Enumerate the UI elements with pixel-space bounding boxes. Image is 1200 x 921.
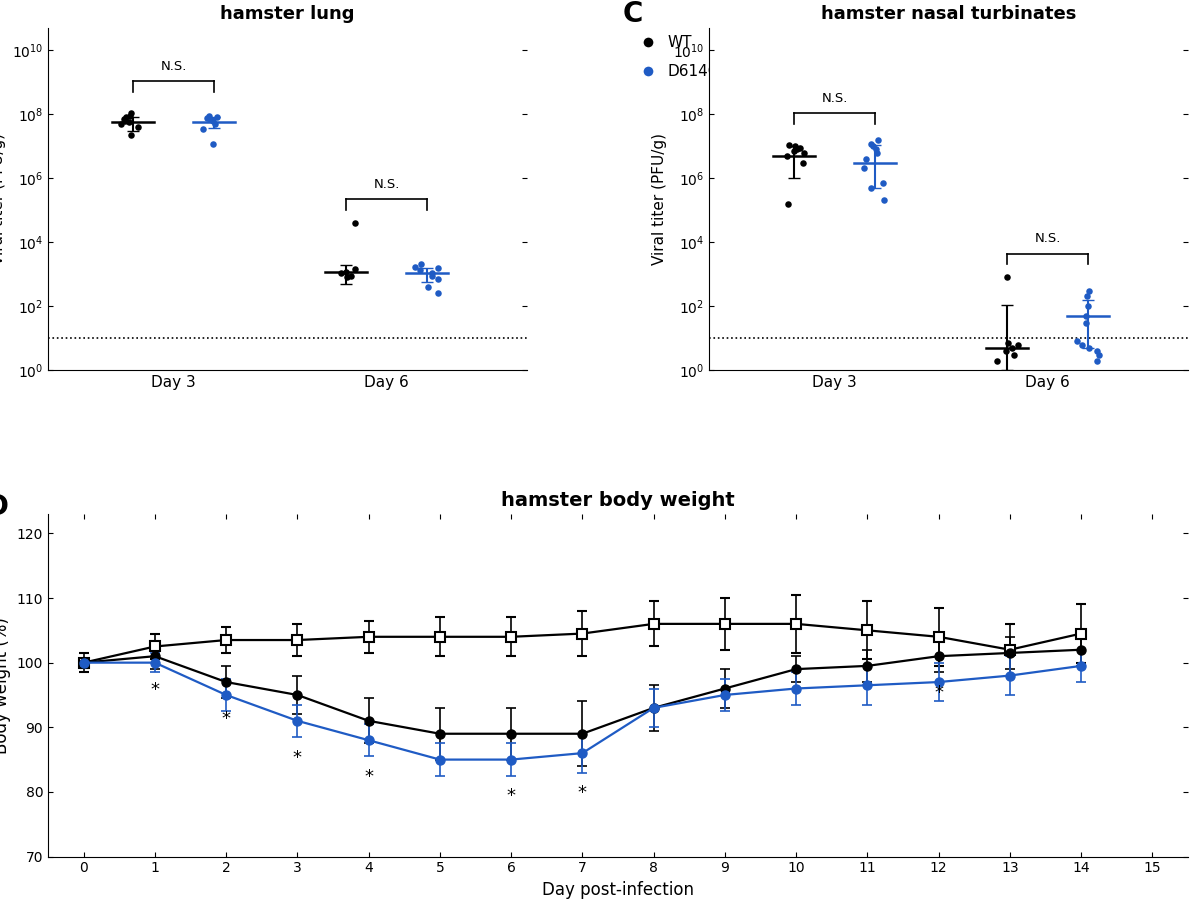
Point <box>791 140 810 155</box>
Point <box>1004 347 1024 362</box>
Point <box>1080 284 1099 298</box>
Point <box>1079 341 1098 356</box>
Point <box>422 265 442 280</box>
Point <box>1076 316 1096 331</box>
Point <box>203 136 222 151</box>
Point <box>1067 334 1086 349</box>
Point <box>1090 347 1109 362</box>
Point <box>428 272 448 286</box>
Point <box>337 264 356 279</box>
Point <box>1078 289 1097 304</box>
Text: *: * <box>934 684 943 702</box>
Point <box>208 110 227 124</box>
Point <box>119 115 138 130</box>
Text: N.S.: N.S. <box>161 60 187 73</box>
Text: D: D <box>0 494 8 521</box>
Text: *: * <box>506 787 516 805</box>
Point <box>778 197 797 212</box>
Point <box>869 133 888 147</box>
Point <box>998 336 1018 351</box>
Point <box>200 111 220 126</box>
Legend: WT, D614G: WT, D614G <box>632 35 720 79</box>
Point <box>1087 353 1106 367</box>
Point <box>1072 338 1091 353</box>
Point <box>121 128 140 143</box>
Point <box>996 344 1015 358</box>
Text: C: C <box>623 0 643 29</box>
Point <box>120 108 139 122</box>
Point <box>857 151 876 166</box>
Point <box>205 116 224 131</box>
Point <box>346 216 365 230</box>
Point <box>331 265 350 280</box>
Point <box>787 142 806 157</box>
Point <box>864 139 883 154</box>
Y-axis label: Body weight (%): Body weight (%) <box>0 617 11 753</box>
Point <box>428 261 448 275</box>
Point <box>203 112 222 127</box>
Point <box>1079 298 1098 313</box>
X-axis label: Day post-infection: Day post-infection <box>542 881 694 899</box>
Title: hamster body weight: hamster body weight <box>502 491 734 509</box>
Point <box>785 139 804 154</box>
Point <box>862 181 881 195</box>
Point <box>785 144 804 158</box>
Point <box>199 109 218 123</box>
Point <box>868 146 887 160</box>
Point <box>422 268 442 283</box>
Point <box>862 136 881 151</box>
Point <box>778 148 797 163</box>
Title: hamster nasal turbinates: hamster nasal turbinates <box>821 6 1076 23</box>
Text: N.S.: N.S. <box>373 178 400 191</box>
Point <box>412 257 431 272</box>
Point <box>793 156 812 170</box>
Text: *: * <box>222 710 230 728</box>
Text: N.S.: N.S. <box>1034 232 1061 245</box>
Y-axis label: Viral titer (PFU/g): Viral titer (PFU/g) <box>652 133 667 265</box>
Point <box>780 137 799 152</box>
Y-axis label: Viral titer (PFU/g): Viral titer (PFU/g) <box>0 133 6 265</box>
Point <box>1087 344 1106 358</box>
Point <box>341 268 360 283</box>
Text: N.S.: N.S. <box>822 91 847 105</box>
Point <box>410 263 430 278</box>
Point <box>198 111 217 125</box>
Text: *: * <box>578 784 587 802</box>
Point <box>128 120 148 134</box>
Point <box>193 122 212 136</box>
Text: *: * <box>364 768 373 786</box>
Point <box>203 114 222 129</box>
Point <box>872 176 892 191</box>
Point <box>116 110 136 124</box>
Point <box>854 161 874 176</box>
Point <box>988 353 1007 367</box>
Point <box>428 286 448 301</box>
Point <box>1003 341 1022 356</box>
Point <box>866 142 886 157</box>
Point <box>794 146 814 160</box>
Point <box>419 279 438 294</box>
Title: hamster lung: hamster lung <box>221 6 355 23</box>
Point <box>1009 338 1028 353</box>
Point <box>114 111 133 126</box>
Text: *: * <box>150 681 160 699</box>
Text: *: * <box>293 749 302 766</box>
Point <box>997 270 1016 285</box>
Point <box>406 260 425 274</box>
Point <box>112 116 131 131</box>
Point <box>1076 309 1096 323</box>
Point <box>115 114 134 129</box>
Point <box>875 193 894 208</box>
Point <box>337 270 356 285</box>
Point <box>346 262 365 277</box>
Point <box>121 106 140 121</box>
